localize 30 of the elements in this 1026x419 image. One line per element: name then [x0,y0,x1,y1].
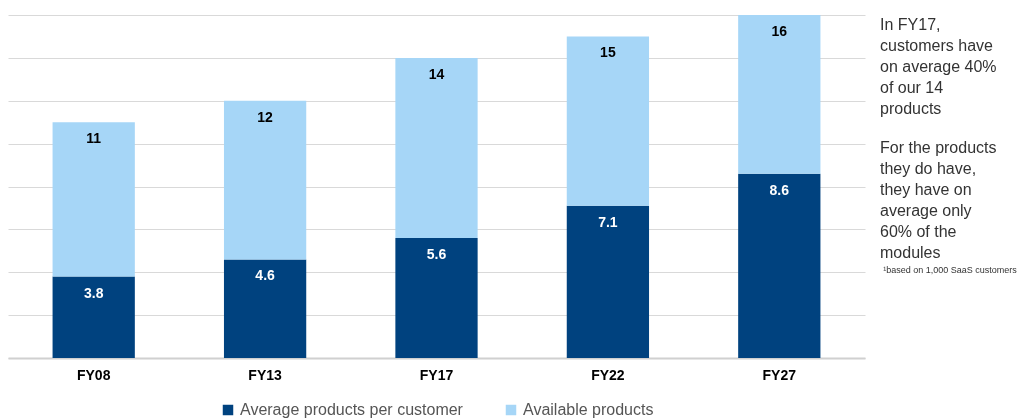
data-label: 5.6 [426,245,447,262]
text: For the products they do have, they have on average only 60% of the modules [880,138,998,263]
bar [566,36,650,206]
text: ¹based on 1,000 SaaS customers [882,265,1018,276]
data-label: 8.6 [769,181,790,198]
bar [566,205,650,358]
bar [395,57,478,238]
legend-label: Available products [523,401,654,418]
bar [738,173,821,358]
bar [395,237,478,358]
x-tick-label: FY08 [76,366,111,383]
text: In FY17, customers have on average 40% of our 14 products [880,15,998,119]
bar [52,276,135,358]
x-tick-label: FY27 [762,366,797,383]
x-tick-label: FY22 [591,366,625,383]
total-label: 15 [600,44,616,61]
bar [223,259,307,358]
total-label: 11 [86,130,102,147]
legend-label: Average products per customer [240,401,464,418]
data-label: 4.6 [255,267,276,284]
total-label: 14 [428,65,445,82]
data-label: 3.8 [83,284,104,301]
bar [52,122,135,277]
x-tick-label: FY13 [248,366,283,383]
x-tick-label: FY17 [419,366,454,383]
total-label: 12 [257,108,274,125]
bar [223,100,307,260]
data-label: 7.1 [598,213,618,230]
bar [738,15,821,174]
total-label: 16 [771,23,788,39]
